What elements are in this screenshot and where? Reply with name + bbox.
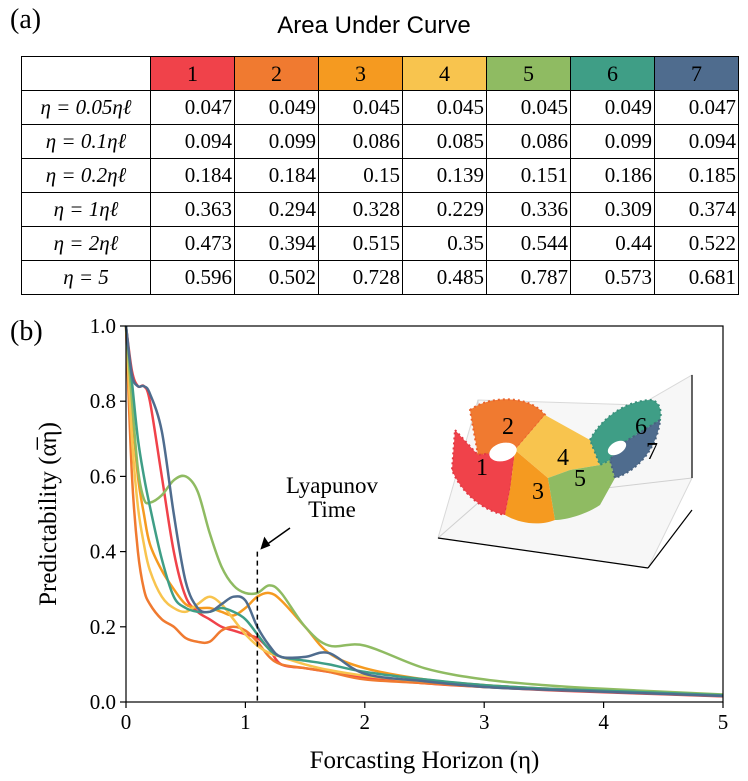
- y-tick-label: 0.8: [90, 389, 116, 413]
- table-cell: 0.573: [570, 260, 655, 295]
- panel-a-label: (a): [10, 4, 42, 35]
- column-header: 3: [318, 56, 403, 91]
- table-cell: 0.094: [654, 124, 739, 159]
- table-cell: 0.099: [570, 124, 655, 159]
- annotation-text-line1: Lyapunov: [286, 473, 378, 498]
- inset-label-6: 6: [635, 414, 647, 440]
- inset-label-5: 5: [574, 466, 586, 492]
- table-cell: 0.151: [486, 158, 571, 193]
- inset-label-4: 4: [557, 445, 569, 471]
- table-cell: 0.086: [318, 124, 403, 159]
- table-cell: 0.728: [318, 260, 403, 295]
- table-cell: 0.045: [486, 90, 571, 125]
- y-tick-label: 0.6: [90, 464, 116, 488]
- table-cell: 0.15: [318, 158, 403, 193]
- table-cell: 0.502: [234, 260, 319, 295]
- y-tick-label: 0.2: [90, 615, 116, 639]
- table-row: η = 2ηℓ 0.473 0.394 0.515 0.35 0.544 0.44 0.522: [21, 226, 739, 261]
- table-cell: 0.485: [402, 260, 487, 295]
- panel-b-label: (b): [10, 316, 43, 347]
- table-cell: 0.094: [150, 124, 235, 159]
- table-cell: 0.35: [402, 226, 487, 261]
- table-row: η = 0.05ηℓ 0.047 0.049 0.045 0.045 0.045 0.049…: [21, 90, 739, 125]
- attractor-inset: 2 1 3 4 5 6 7: [437, 374, 693, 569]
- x-tick-label: 4: [598, 710, 609, 734]
- column-header: 4: [402, 56, 487, 91]
- table-cell: 0.184: [150, 158, 235, 193]
- table-title: Area Under Curve: [277, 12, 471, 39]
- attractor-wings: [450, 398, 662, 524]
- x-tick-label: 5: [718, 710, 729, 734]
- inset-label-7: 7: [646, 439, 658, 465]
- x-tick-label: 2: [360, 710, 371, 734]
- x-tick-label: 1: [240, 710, 251, 734]
- table-cell: 0.394: [234, 226, 319, 261]
- inset-label-3: 3: [532, 479, 544, 505]
- table-cell: 0.522: [654, 226, 739, 261]
- y-tick-label: 1.0: [90, 314, 116, 338]
- x-tick-label: 3: [479, 710, 490, 734]
- y-axis-label: Predictability (α̅η): [35, 422, 62, 606]
- table-cell: 0.374: [654, 192, 739, 227]
- series-line-6: [124, 325, 724, 697]
- x-axis-label: Forcasting Horizon (η): [310, 747, 540, 774]
- table-cell: 0.681: [654, 260, 739, 295]
- plot-frame: [125, 325, 724, 703]
- column-header: 6: [570, 56, 655, 91]
- table-cell: 0.047: [654, 90, 739, 125]
- row-label: η = 5: [21, 260, 151, 295]
- table-header-row: 1 2 3 4 5 6 7: [21, 56, 739, 91]
- table-cell: 0.185: [654, 158, 739, 193]
- x-tick-label: 0: [121, 710, 132, 734]
- table-cell: 0.049: [234, 90, 319, 125]
- table-cell: 0.086: [486, 124, 571, 159]
- annotation-arrow-head: [260, 536, 271, 550]
- table-cell: 0.596: [150, 260, 235, 295]
- series-line-7: [124, 325, 724, 698]
- auc-table: 1 2 3 4 5 6 7 η = 0.05ηℓ 0.047 0.049 0.045 0…: [21, 56, 739, 295]
- table-cell: 0.328: [318, 192, 403, 227]
- table-corner-cell: [21, 56, 151, 91]
- annotation-text-line2: Time: [308, 497, 356, 522]
- inset-label-1: 1: [476, 455, 488, 481]
- table-cell: 0.139: [402, 158, 487, 193]
- table-cell: 0.045: [318, 90, 403, 125]
- table-row: η = 0.2ηℓ 0.184 0.184 0.15 0.139 0.151 0.186 0.…: [21, 158, 739, 193]
- table-cell: 0.515: [318, 226, 403, 261]
- table-cell: 0.309: [570, 192, 655, 227]
- table-row: η = 5 0.596 0.502 0.728 0.485 0.787 0.573 0.681: [21, 260, 739, 295]
- y-tick-label: 0.4: [90, 540, 117, 564]
- series-group: [124, 325, 724, 698]
- table-cell: 0.294: [234, 192, 319, 227]
- table-row: η = 0.1ηℓ 0.094 0.099 0.086 0.085 0.086 0.099 0…: [21, 124, 739, 159]
- table-cell: 0.787: [486, 260, 571, 295]
- y-tick-label: 0.0: [90, 690, 116, 714]
- inset-label-2: 2: [502, 414, 514, 440]
- table-cell: 0.473: [150, 226, 235, 261]
- table-cell: 0.045: [402, 90, 487, 125]
- table-row: η = 1ηℓ 0.363 0.294 0.328 0.229 0.336 0.309 0.3…: [21, 192, 739, 227]
